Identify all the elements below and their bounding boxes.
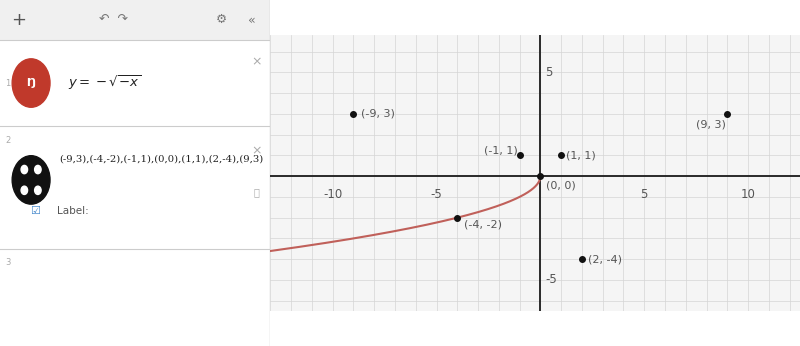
Circle shape [34,165,41,174]
Circle shape [21,165,27,174]
Text: 2: 2 [6,136,10,145]
Text: «: « [248,13,255,26]
Text: 10: 10 [741,188,755,201]
Circle shape [12,156,50,204]
Text: (-9, 3): (-9, 3) [361,109,394,119]
Text: Label:: Label: [57,206,89,216]
Text: (-4, -2): (-4, -2) [463,220,502,230]
Text: Ŋ: Ŋ [26,78,36,88]
Text: (2, -4): (2, -4) [588,254,622,264]
Text: (1, 1): (1, 1) [566,151,596,160]
Circle shape [21,186,27,194]
Text: 5: 5 [546,66,553,79]
Text: ×: × [252,144,262,157]
Text: -10: -10 [323,188,342,201]
Text: (-1, 1): (-1, 1) [484,145,518,155]
Text: ×: × [252,56,262,69]
Bar [0,0,270,40]
Text: 3: 3 [6,258,10,267]
Text: 🔧: 🔧 [254,187,260,197]
Circle shape [12,59,50,107]
Text: 5: 5 [641,188,648,201]
Text: $y = -\sqrt{-x}$: $y = -\sqrt{-x}$ [67,74,141,92]
Text: (9, 3): (9, 3) [696,119,726,129]
Text: ☑: ☑ [30,206,40,216]
Text: (0, 0): (0, 0) [546,181,575,190]
Text: ↶  ↷: ↶ ↷ [99,13,128,26]
Circle shape [34,186,41,194]
Text: ⚙: ⚙ [216,13,227,26]
Text: +: + [11,11,26,29]
Text: 1: 1 [6,79,10,88]
Text: -5: -5 [546,273,558,286]
Text: -5: -5 [430,188,442,201]
Text: (-9,3),(-4,-2),(-1,1),(0,0),(1,1),(2,-4),(9,3): (-9,3),(-4,-2),(-1,1),(0,0),(1,1),(2,-4)… [59,155,264,164]
